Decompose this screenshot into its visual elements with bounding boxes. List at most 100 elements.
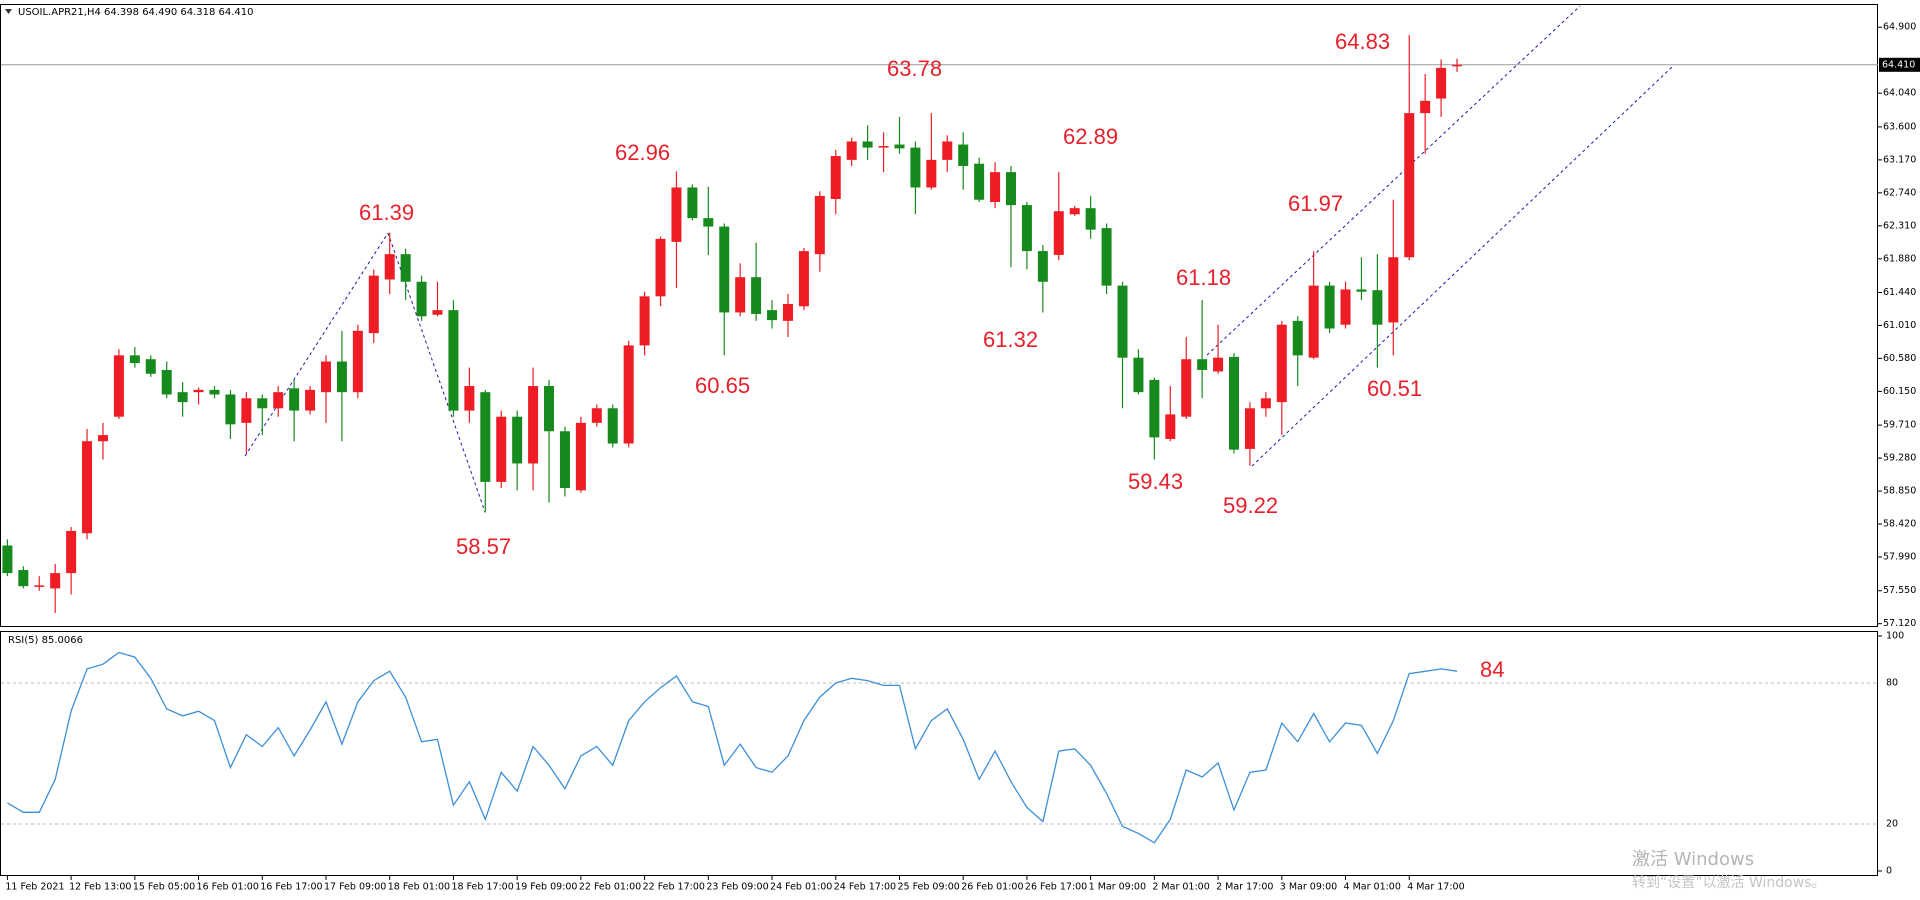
candle-body bbox=[432, 310, 443, 315]
y-tick-label: 58.850 bbox=[1883, 486, 1916, 497]
y-tick-label: 63.600 bbox=[1883, 121, 1916, 132]
y-tick-label: 58.420 bbox=[1883, 519, 1916, 530]
watermark: 转到“设置”以激活 Windows。 bbox=[1632, 874, 1825, 891]
candle-body bbox=[910, 147, 921, 188]
candle-body bbox=[1244, 408, 1255, 449]
x-tick-label: 18 Feb 01:00 bbox=[388, 882, 450, 893]
candle-body bbox=[719, 226, 730, 313]
candle-body bbox=[512, 416, 523, 464]
price-annotation: 61.18 bbox=[1176, 265, 1231, 290]
y-tick-label: 61.880 bbox=[1883, 253, 1916, 264]
candle-body bbox=[703, 218, 714, 227]
y-tick-label: 57.120 bbox=[1883, 618, 1916, 629]
x-tick-label: 18 Feb 17:00 bbox=[451, 882, 513, 893]
y-tick-label: 100 bbox=[1886, 631, 1904, 642]
price-annotation: 60.51 bbox=[1367, 376, 1422, 401]
price-annotation: 60.65 bbox=[695, 373, 750, 398]
candle-body bbox=[1101, 228, 1112, 286]
candle-body bbox=[225, 394, 236, 425]
candle-body bbox=[448, 310, 459, 411]
candle-body bbox=[273, 392, 284, 409]
candle-body bbox=[34, 585, 45, 587]
candle-body bbox=[321, 361, 331, 393]
y-tick-label: 57.550 bbox=[1883, 585, 1916, 596]
candle-body bbox=[352, 330, 363, 393]
symbol-header: USOIL.APR21,H4 64.398 64.490 64.318 64.4… bbox=[18, 7, 254, 18]
candle-body bbox=[1181, 359, 1192, 417]
candle-body bbox=[82, 441, 93, 534]
x-tick-label: 2 Mar 17:00 bbox=[1216, 882, 1273, 893]
candle-body bbox=[591, 408, 602, 423]
candle-body bbox=[1388, 257, 1399, 323]
x-tick-label: 26 Feb 01:00 bbox=[961, 882, 1023, 893]
x-tick-label: 26 Feb 17:00 bbox=[1025, 882, 1087, 893]
candle-body bbox=[416, 281, 427, 317]
y-tick-label: 57.990 bbox=[1883, 552, 1916, 563]
candle-body bbox=[1372, 290, 1383, 325]
y-tick-label: 59.280 bbox=[1883, 453, 1916, 464]
y-tick-label: 63.170 bbox=[1883, 154, 1916, 165]
price-annotation: 61.32 bbox=[983, 327, 1038, 352]
candle-body bbox=[1133, 357, 1144, 393]
candle-body bbox=[1165, 414, 1176, 439]
candle-body bbox=[1229, 356, 1240, 450]
x-tick-label: 24 Feb 01:00 bbox=[770, 882, 832, 893]
candle-body bbox=[496, 416, 507, 482]
price-annotation: 58.57 bbox=[456, 534, 511, 559]
candle-body bbox=[289, 388, 300, 411]
x-tick-label: 3 Mar 09:00 bbox=[1280, 882, 1337, 893]
candle-body bbox=[1436, 67, 1447, 99]
candle-body bbox=[1117, 285, 1128, 358]
candle-body bbox=[50, 573, 61, 589]
candle-body bbox=[974, 163, 985, 200]
candle-body bbox=[814, 195, 825, 255]
candle-body bbox=[1213, 357, 1224, 372]
candle-body bbox=[1021, 205, 1032, 252]
candle-body bbox=[623, 345, 634, 444]
x-tick-label: 17 Feb 09:00 bbox=[324, 882, 386, 893]
candle-body bbox=[161, 369, 172, 395]
candle-body bbox=[113, 355, 124, 417]
y-tick-label: 64.040 bbox=[1883, 88, 1916, 99]
price-annotation: 61.97 bbox=[1288, 191, 1343, 216]
y-tick-label: 62.310 bbox=[1883, 220, 1916, 231]
candle-body bbox=[687, 187, 698, 219]
candle-body bbox=[575, 422, 586, 491]
candle-body bbox=[782, 304, 793, 321]
candle-body bbox=[846, 141, 857, 160]
candle-body bbox=[1053, 211, 1064, 255]
candle-body bbox=[209, 389, 220, 395]
candle-body bbox=[1404, 113, 1415, 258]
candle-body bbox=[336, 361, 347, 393]
y-tick-label: 64.900 bbox=[1883, 22, 1916, 33]
candle-body bbox=[671, 187, 682, 242]
price-annotation: 63.78 bbox=[887, 56, 942, 81]
candle-body bbox=[830, 156, 841, 199]
y-tick-label: 61.440 bbox=[1883, 287, 1916, 298]
candle-body bbox=[464, 386, 475, 411]
channel-lower bbox=[1251, 66, 1673, 467]
x-tick-label: 12 Feb 13:00 bbox=[69, 882, 131, 893]
candle-body bbox=[1308, 285, 1319, 358]
candle-body bbox=[528, 386, 539, 464]
candle-body bbox=[639, 296, 650, 346]
x-tick-label: 1 Mar 09:00 bbox=[1089, 882, 1146, 893]
y-tick-label: 60.150 bbox=[1883, 386, 1916, 397]
candle-body bbox=[990, 172, 1001, 203]
candle-body bbox=[798, 251, 809, 307]
y-tick-label: 0 bbox=[1886, 866, 1892, 877]
candle-body bbox=[751, 277, 762, 314]
price-annotation: 59.43 bbox=[1128, 469, 1183, 494]
candle-body bbox=[544, 386, 555, 432]
rsi-annotation: 84 bbox=[1480, 657, 1504, 682]
price-annotation: 62.96 bbox=[615, 140, 670, 165]
channel-upper bbox=[1206, 5, 1581, 356]
candle-body bbox=[1197, 359, 1208, 370]
rsi-header: RSI(5) 85.0066 bbox=[8, 635, 83, 646]
candle-body bbox=[1149, 379, 1160, 438]
candle-body bbox=[129, 355, 140, 364]
candle-body bbox=[1356, 289, 1367, 292]
candle-body bbox=[878, 146, 889, 148]
watermark: 激活 Windows bbox=[1632, 849, 1754, 870]
candle-body bbox=[177, 392, 188, 403]
